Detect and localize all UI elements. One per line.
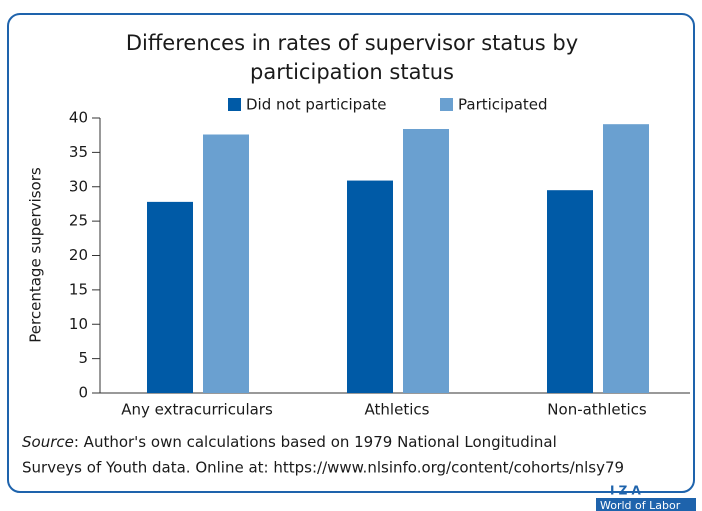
- bar: [203, 134, 249, 393]
- source-text: Surveys of Youth data. Online at: https:…: [22, 459, 624, 477]
- source: Source: Author's own calculations based …: [22, 433, 557, 451]
- x-tick-label: Any extracurriculars: [121, 401, 273, 419]
- y-tick-label: 20: [69, 246, 88, 264]
- y-tick-label: 15: [69, 280, 88, 298]
- bar: [603, 124, 649, 393]
- bar: [147, 201, 193, 393]
- y-tick-label: 35: [69, 143, 88, 161]
- y-tick-label: 10: [69, 315, 88, 333]
- y-tick-label: 30: [69, 177, 88, 195]
- source-label: Source: [22, 433, 74, 451]
- legend-swatch: [228, 98, 241, 111]
- x-tick-label: Non-athletics: [547, 401, 647, 419]
- y-tick-label: 5: [78, 349, 88, 367]
- bar: [403, 129, 449, 393]
- source-text: : Author's own calculations based on 197…: [74, 433, 557, 451]
- legend-label: Did not participate: [246, 96, 387, 114]
- chart-title: Differences in rates of supervisor statu…: [126, 31, 578, 55]
- bar: [347, 180, 393, 393]
- x-tick-label: Athletics: [365, 401, 430, 419]
- y-tick-label: 40: [69, 109, 88, 127]
- logo-band: [596, 498, 696, 511]
- y-tick-label: 25: [69, 212, 88, 230]
- logo: World of Labor: [600, 499, 681, 511]
- y-axis-label: Percentage supervisors: [27, 167, 45, 343]
- legend-label: Participated: [458, 96, 548, 114]
- chart-title: participation status: [250, 60, 454, 84]
- y-tick-label: 0: [78, 384, 88, 402]
- logo: I Z A: [610, 484, 642, 498]
- bar: [547, 190, 593, 393]
- frame: [7, 13, 695, 493]
- legend-swatch: [440, 98, 453, 111]
